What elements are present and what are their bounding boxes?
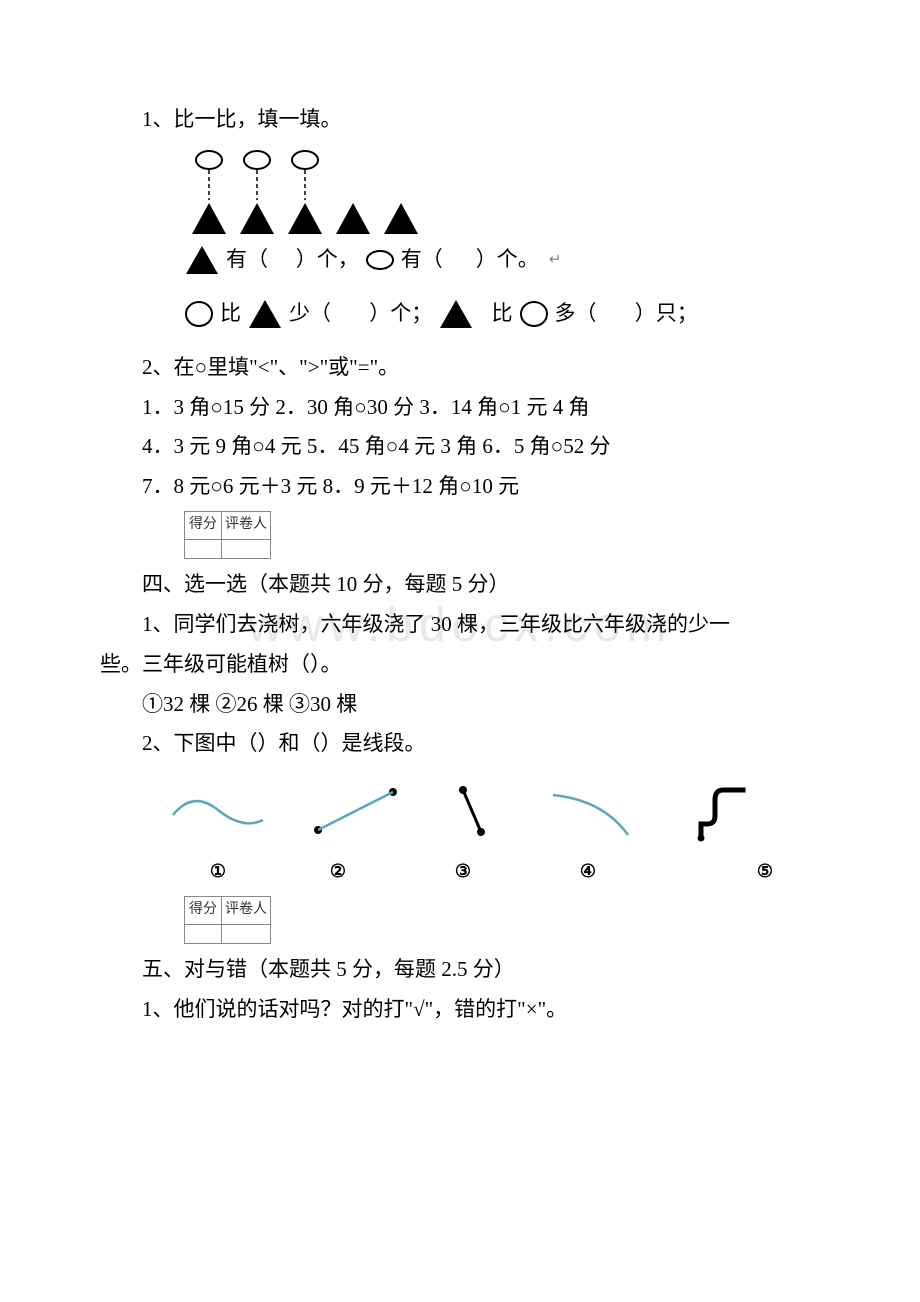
q1-prompt: 1、比一比，填一填。	[100, 100, 820, 140]
triangle-icon	[184, 244, 220, 276]
ls-label-1: ①	[163, 854, 273, 888]
score-header: 评卷人	[222, 897, 271, 925]
q1-shapes: 有（ ）个， 有（ ）个。 ↵ 比 少（ ）个； 比 多（	[184, 148, 820, 334]
ls-label-2: ②	[273, 854, 403, 888]
q1-text: 有（	[401, 240, 443, 280]
q1-text: 少（	[289, 294, 331, 334]
q2-line3: 7．8 元○6 元＋3 元 8．9 元＋12 角○10 元	[100, 467, 820, 507]
return-mark: ↵	[549, 246, 562, 275]
oval-icon	[184, 300, 214, 328]
score-cell	[222, 925, 271, 944]
ls-label-3: ③	[403, 854, 523, 888]
score-header: 得分	[185, 512, 222, 540]
q1-compare-line: 比 少（ ）个； 比 多（ ）只；	[184, 294, 820, 334]
document-body: 1、比一比，填一填。 有（ ）个， 有（	[0, 0, 920, 1070]
q2-line1: 1．3 角○15 分 2．30 角○30 分 3．14 角○1 元 4 角	[100, 388, 820, 428]
q1-blank	[274, 240, 290, 280]
score-table-2: 得分 评卷人	[184, 896, 271, 944]
score-cell	[185, 539, 222, 558]
q1-blank	[337, 294, 363, 334]
s4-q2: 2、下图中（）和（）是线段。	[100, 724, 820, 764]
line-segment-svg	[163, 780, 803, 850]
oval-icon	[519, 300, 549, 328]
q1-text: ）个；	[369, 294, 432, 334]
q1-counts-line: 有（ ）个， 有（ ）个。 ↵	[184, 240, 820, 280]
s5-q1: 1、他们说的话对吗？对的打"√"，错的打"×"。	[100, 990, 820, 1030]
score-header: 评卷人	[222, 512, 271, 540]
q1-text: 多（	[555, 294, 597, 334]
q1-text	[480, 294, 485, 334]
q1-text: 有（	[226, 240, 268, 280]
q1-blank	[603, 294, 629, 334]
q1-blank	[449, 240, 470, 280]
section5-title: 五、对与错（本题共 5 分，每题 2.5 分）	[100, 950, 820, 990]
section4-title: 四、选一选（本题共 10 分，每题 5 分）	[100, 565, 820, 605]
q1-text: ）只；	[635, 294, 698, 334]
q1-text: ）个，	[296, 240, 359, 280]
s4-q1b: 些。三年级可能植树（）。	[100, 645, 820, 685]
ls-label-4: ④	[523, 854, 653, 888]
s4-q1-opts: ①32 棵 ②26 棵 ③30 棵	[100, 685, 820, 725]
triangle-icon	[247, 298, 283, 330]
q2-prompt: 2、在○里填"<"、">"或"="。	[100, 348, 820, 388]
q2-line2: 4．3 元 9 角○4 元 5．45 角○4 元 3 角 6．5 角○52 分	[100, 427, 820, 467]
score-cell	[222, 539, 271, 558]
q1-text: ）个。	[476, 240, 539, 280]
ls-label-5: ⑤	[653, 854, 773, 888]
line-segment-figures: ① ② ③ ④ ⑤	[163, 780, 820, 888]
oval-icon	[365, 249, 395, 271]
score-table: 得分 评卷人	[184, 511, 271, 559]
ls-labels-row: ① ② ③ ④ ⑤	[163, 854, 820, 888]
score-header: 得分	[185, 897, 222, 925]
q1-ovals-triangles	[184, 148, 464, 238]
s4-q1a: 1、同学们去浇树，六年级浇了 30 棵，三年级比六年级浇的少一	[100, 605, 820, 645]
score-cell	[185, 925, 222, 944]
triangle-icon	[438, 298, 474, 330]
q1-text: 比	[492, 294, 513, 334]
q1-text: 比	[220, 294, 241, 334]
